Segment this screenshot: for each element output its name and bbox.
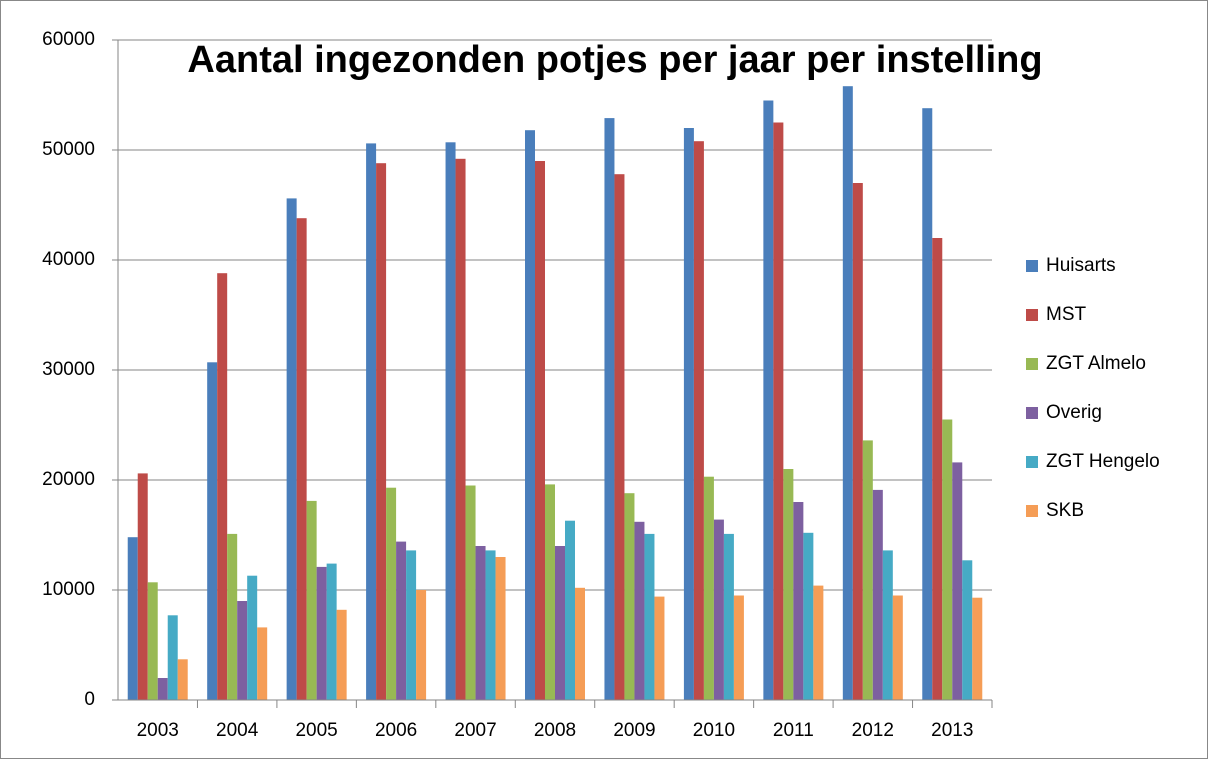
legend-label: Overig	[1046, 402, 1102, 423]
legend-label: MST	[1046, 304, 1087, 325]
bar	[376, 163, 387, 700]
bar	[306, 500, 317, 700]
bar	[485, 550, 496, 700]
bar	[654, 596, 665, 700]
bar	[604, 118, 615, 701]
bar	[386, 487, 397, 700]
y-tick-label: 40000	[42, 249, 95, 270]
bar	[366, 143, 377, 700]
bar	[525, 130, 535, 700]
x-tick-label: 2011	[773, 720, 814, 741]
y-tick-label: 60000	[42, 29, 95, 50]
legend-label: SKB	[1046, 500, 1084, 521]
bar	[733, 595, 744, 700]
bar	[416, 590, 427, 700]
legend-swatch	[1026, 309, 1038, 321]
bar	[842, 86, 853, 700]
bar	[147, 582, 158, 700]
bar	[872, 489, 883, 700]
bar	[465, 485, 476, 700]
legend-swatch	[1026, 505, 1038, 517]
y-tick-label: 0	[84, 689, 95, 710]
bar	[703, 476, 714, 700]
x-tick-label: 2008	[534, 720, 576, 741]
bar	[396, 541, 407, 700]
bar	[535, 161, 545, 700]
bar	[336, 609, 347, 700]
bar	[247, 575, 258, 700]
x-tick-label: 2012	[852, 720, 894, 741]
bar	[713, 519, 724, 700]
bar	[237, 601, 248, 700]
y-tick-label: 30000	[42, 359, 95, 380]
bar	[634, 521, 645, 700]
bar	[296, 218, 307, 700]
legend-swatch	[1026, 260, 1038, 272]
chart-title: Aantal ingezonden potjes per jaar per in…	[187, 39, 1042, 81]
bar	[575, 587, 585, 700]
bar	[614, 174, 625, 700]
legend-label: ZGT Hengelo	[1046, 451, 1160, 472]
bar	[555, 546, 565, 700]
bar	[565, 520, 575, 700]
bar	[137, 473, 148, 700]
bar	[545, 484, 555, 700]
legend-label: Huisarts	[1046, 255, 1116, 276]
legend-swatch	[1026, 358, 1038, 370]
bar	[495, 557, 506, 700]
x-tick-label: 2005	[295, 720, 337, 741]
y-tick-label: 20000	[42, 469, 95, 490]
bar	[217, 273, 228, 700]
bar	[157, 678, 168, 700]
bar	[693, 141, 704, 700]
legend-swatch	[1026, 456, 1038, 468]
bar	[852, 183, 863, 700]
bar	[455, 158, 466, 701]
bar	[962, 560, 973, 700]
bar	[177, 659, 188, 700]
bar	[892, 595, 903, 700]
x-tick-label: 2013	[931, 720, 973, 741]
bar	[882, 550, 893, 700]
bar	[406, 550, 417, 700]
y-tick-label: 10000	[42, 579, 95, 600]
bar	[942, 419, 953, 700]
bar	[475, 546, 486, 700]
x-tick-label: 2009	[613, 720, 655, 741]
bar	[445, 142, 456, 701]
bar	[862, 440, 873, 700]
x-tick-label: 2010	[693, 720, 735, 741]
bar	[127, 537, 138, 700]
x-tick-label: 2006	[375, 720, 417, 741]
bar	[227, 533, 238, 700]
bar	[783, 469, 794, 700]
legend-label: ZGT Almelo	[1046, 353, 1146, 374]
bar	[167, 615, 178, 700]
bar	[803, 532, 814, 700]
bar	[316, 566, 327, 700]
bar	[813, 585, 824, 700]
bar	[763, 100, 774, 700]
x-tick-label: 2003	[137, 720, 179, 741]
x-tick-label: 2004	[216, 720, 259, 741]
bar	[683, 128, 694, 700]
legend-swatch	[1026, 407, 1038, 419]
bar	[644, 533, 655, 700]
bar	[207, 362, 218, 700]
bar	[932, 238, 943, 700]
bar	[793, 502, 804, 700]
bar	[723, 533, 734, 700]
x-tick-label: 2007	[454, 720, 496, 741]
bar	[952, 462, 963, 700]
bar	[922, 108, 933, 700]
bar	[773, 122, 784, 700]
bar	[972, 597, 983, 700]
bar	[286, 198, 297, 700]
bar	[326, 563, 337, 700]
y-tick-label: 50000	[42, 139, 95, 160]
bar	[624, 493, 635, 700]
bar	[257, 627, 268, 700]
